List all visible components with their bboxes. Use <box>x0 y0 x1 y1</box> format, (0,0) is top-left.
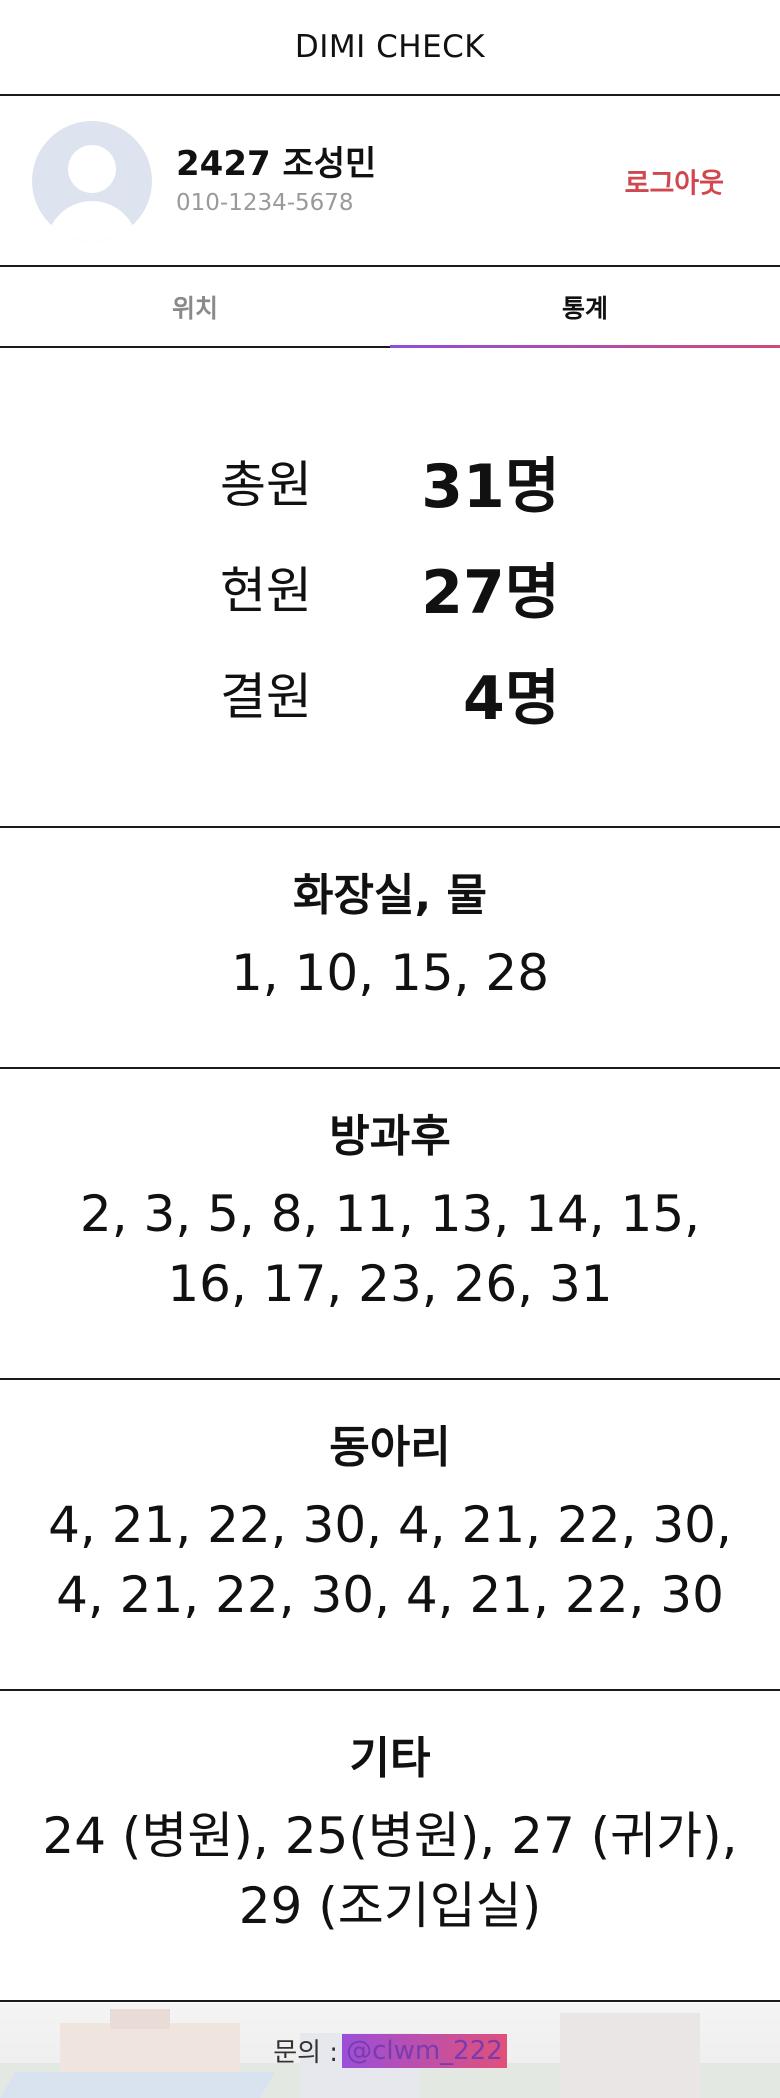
section-title: 기타 <box>349 1733 431 1784</box>
attendance-summary: 총원 31명 현원 27명 결원 4명 <box>0 348 780 828</box>
section-after-school: 방과후 2, 3, 5, 8, 11, 13, 14, 15, 16, 17, … <box>0 1069 780 1380</box>
footer-background <box>0 2003 780 2098</box>
section-title: 방과후 <box>329 1111 451 1162</box>
summary-total-label: 총원 <box>220 456 312 514</box>
tab-statistics[interactable]: 통계 <box>390 267 780 348</box>
summary-total: 총원 31명 <box>220 439 560 523</box>
summary-present-value: 27명 <box>421 557 560 628</box>
footer-contact: 문의 : @clwm_222 <box>0 2003 780 2098</box>
campus-building-roof <box>110 2009 170 2029</box>
section-student-list: 4, 21, 22, 30, 4, 21, 22, 30, 4, 21, 22,… <box>48 1496 732 1624</box>
user-icon-body <box>46 200 138 241</box>
summary-present-label: 현원 <box>220 562 312 620</box>
logout-button[interactable]: 로그아웃 <box>624 168 724 199</box>
section-club: 동아리 4, 21, 22, 30, 4, 21, 22, 30, 4, 21,… <box>0 1380 780 1691</box>
section-student-list: 1, 10, 15, 28 <box>230 944 550 1002</box>
summary-absent-value: 4명 <box>463 663 560 734</box>
profile-info: 2427 조성민 010-1234-5678 <box>176 143 376 219</box>
app-header: DIMI CHECK <box>0 0 780 96</box>
summary-absent: 결원 4명 <box>220 651 560 735</box>
section-student-list: 24 (병원), 25(병원), 27 (귀가), 29 (조기입실) <box>42 1807 738 1935</box>
summary-present: 현원 27명 <box>220 545 560 629</box>
profile-name: 2427 조성민 <box>176 143 377 184</box>
section-etc: 기타 24 (병원), 25(병원), 27 (귀가), 29 (조기입실) <box>0 1691 780 2002</box>
user-icon <box>68 144 116 193</box>
profile-phone: 010-1234-5678 <box>176 189 354 216</box>
section-student-list: 2, 3, 5, 8, 11, 13, 14, 15, 16, 17, 23, … <box>79 1185 701 1313</box>
tab-bar: 위치 통계 <box>0 267 780 348</box>
contact-handle-link[interactable]: @clwm_222 <box>342 2033 507 2068</box>
avatar <box>32 120 152 241</box>
section-title: 화장실, 물 <box>293 870 487 921</box>
app-title: DIMI CHECK <box>294 29 486 65</box>
summary-absent-label: 결원 <box>220 668 312 726</box>
section-restroom-water: 화장실, 물 1, 10, 15, 28 <box>0 828 780 1069</box>
footer: 문의 : @clwm_222 <box>0 2003 780 2098</box>
summary-total-value: 31명 <box>421 451 560 522</box>
tab-location[interactable]: 위치 <box>171 293 218 323</box>
campus-building <box>560 2013 700 2098</box>
section-title: 동아리 <box>329 1422 451 1473</box>
contact-label: 문의 : <box>273 2038 339 2068</box>
profile-card: 2427 조성민 010-1234-5678 로그아웃 <box>0 96 780 267</box>
